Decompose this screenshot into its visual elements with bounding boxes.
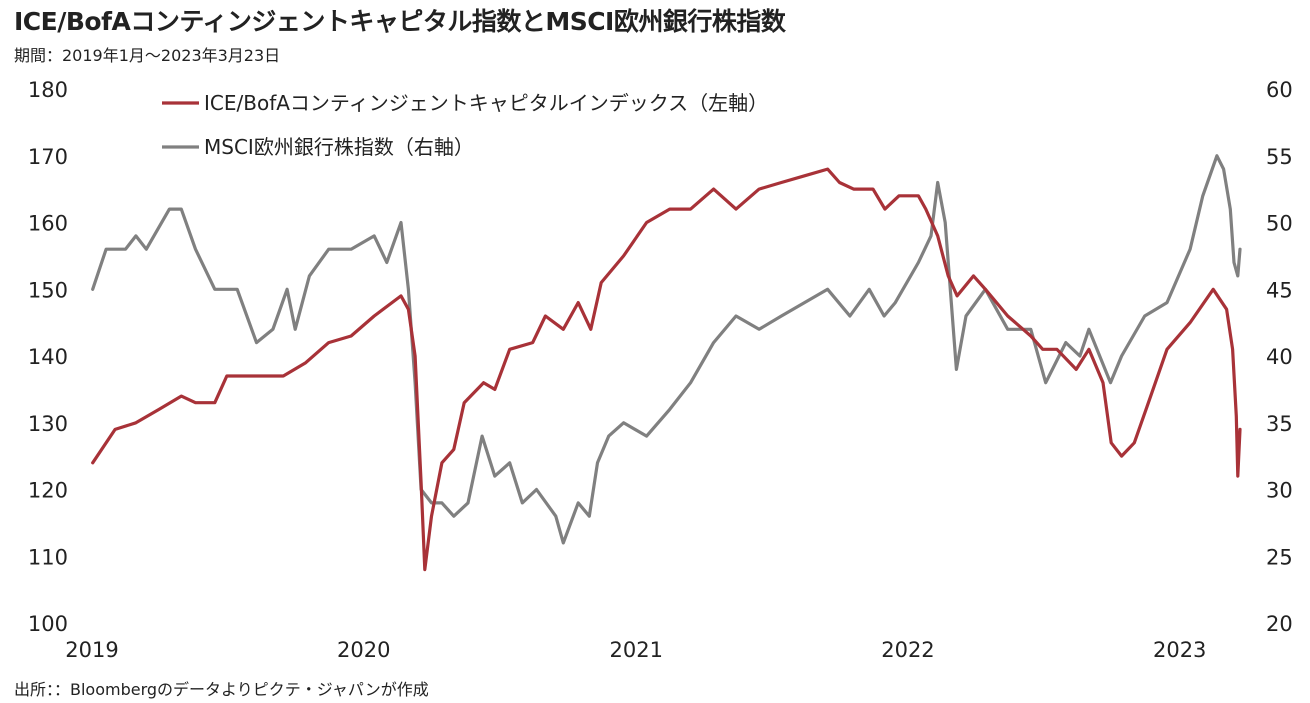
x-tick-label: 2023 <box>1153 638 1206 662</box>
y-right-tick-label: 45 <box>1266 278 1293 302</box>
series-line-coco-index <box>91 167 1242 572</box>
y-left-tick-label: 180 <box>28 78 68 102</box>
y-left-tick-label: 110 <box>28 545 68 569</box>
y-right-tick-label: 20 <box>1266 612 1293 636</box>
y-left-tick-label: 100 <box>28 612 68 636</box>
series-line-msci-banks <box>91 154 1242 545</box>
legend: ICE/BofAコンティンジェントキャピタルインデックス（左軸） MSCI欧州銀行… <box>162 91 768 159</box>
y-left-tick-label: 120 <box>28 479 68 503</box>
y-right-tick-label: 60 <box>1266 78 1293 102</box>
y-right-tick-label: 50 <box>1266 212 1293 236</box>
y-axis-right: 20 25 30 35 40 45 50 55 60 <box>1266 78 1293 636</box>
x-tick-label: 2022 <box>881 638 934 662</box>
y-right-tick-label: 40 <box>1266 345 1293 369</box>
legend-label: MSCI欧州銀行株指数（右軸） <box>204 135 474 159</box>
chart-title: ICE/BofAコンティンジェントキャピタル指数とMSCI欧州銀行株指数 <box>14 7 786 36</box>
chart-subtitle: 期間：2019年1月～2023年3月23日 <box>14 46 281 65</box>
source-note: 出所：：Bloombergのデータよりピクテ・ジャパンが作成 <box>14 680 429 699</box>
y-axis-left: 100 110 120 130 140 150 160 170 180 <box>28 78 68 636</box>
legend-label: ICE/BofAコンティンジェントキャピタルインデックス（左軸） <box>204 91 768 115</box>
x-axis: 2019 2020 2021 2022 2023 <box>65 638 1206 662</box>
y-left-tick-label: 140 <box>28 345 68 369</box>
y-right-tick-label: 35 <box>1266 412 1293 436</box>
y-left-tick-label: 170 <box>28 145 68 169</box>
x-tick-label: 2020 <box>337 638 390 662</box>
y-right-tick-label: 30 <box>1266 479 1293 503</box>
y-right-tick-label: 55 <box>1266 145 1293 169</box>
y-right-tick-label: 25 <box>1266 545 1293 569</box>
x-tick-label: 2019 <box>65 638 118 662</box>
y-left-tick-label: 130 <box>28 412 68 436</box>
x-tick-label: 2021 <box>609 638 662 662</box>
y-left-tick-label: 150 <box>28 278 68 302</box>
series-lines <box>91 154 1242 572</box>
y-left-tick-label: 160 <box>28 212 68 236</box>
